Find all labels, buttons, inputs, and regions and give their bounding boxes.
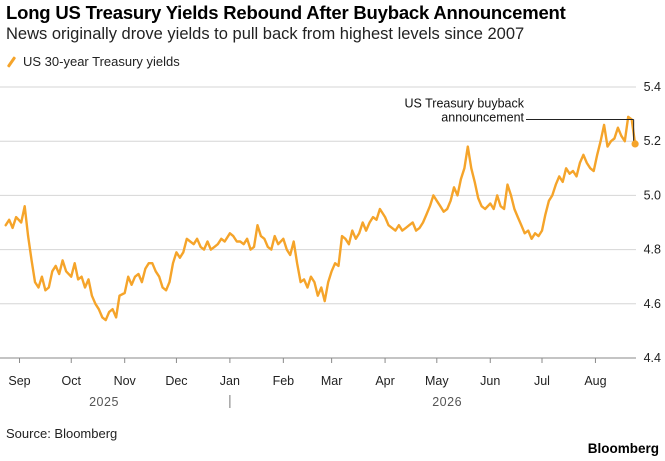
y-tick-label: 4.4: [644, 351, 661, 365]
y-tick-label: 4.6: [644, 297, 661, 311]
x-tick-label: Feb: [273, 374, 295, 388]
x-tick-label: Apr: [375, 374, 394, 388]
annotation-label: announcement: [441, 111, 524, 125]
brand-logo: Bloomberg: [587, 441, 659, 456]
x-tick-label: Aug: [584, 374, 606, 388]
x-tick-label: Dec: [165, 374, 187, 388]
y-tick-label: 5.0: [644, 188, 661, 202]
y-tick-label: 5.2: [644, 134, 661, 148]
x-tick-label: Nov: [114, 374, 137, 388]
chart-title: Long US Treasury Yields Rebound After Bu…: [6, 2, 566, 23]
x-tick-label: Mar: [321, 374, 343, 388]
legend: US 30-year Treasury yields: [6, 54, 180, 69]
x-tick-label: Sep: [8, 374, 30, 388]
chart-subtitle: News originally drove yields to pull bac…: [6, 25, 525, 43]
source-note: Source: Bloomberg: [6, 426, 118, 441]
x-tick-label: May: [425, 374, 449, 388]
y-tick-label: 5.4: [644, 80, 661, 94]
x-tick-label: Jun: [480, 374, 500, 388]
year-label: 2026: [432, 395, 462, 409]
legend-label: US 30-year Treasury yields: [23, 54, 180, 69]
x-tick-label: Jul: [534, 374, 550, 388]
x-tick-label: Oct: [62, 374, 82, 388]
annotation-marker: [631, 140, 639, 148]
y-tick-label: 4.8: [644, 243, 661, 257]
series-line: [4, 115, 637, 322]
year-label: 2025: [89, 395, 119, 409]
x-tick-label: Jan: [220, 374, 240, 388]
annotation-label: US Treasury buyback: [405, 97, 525, 111]
